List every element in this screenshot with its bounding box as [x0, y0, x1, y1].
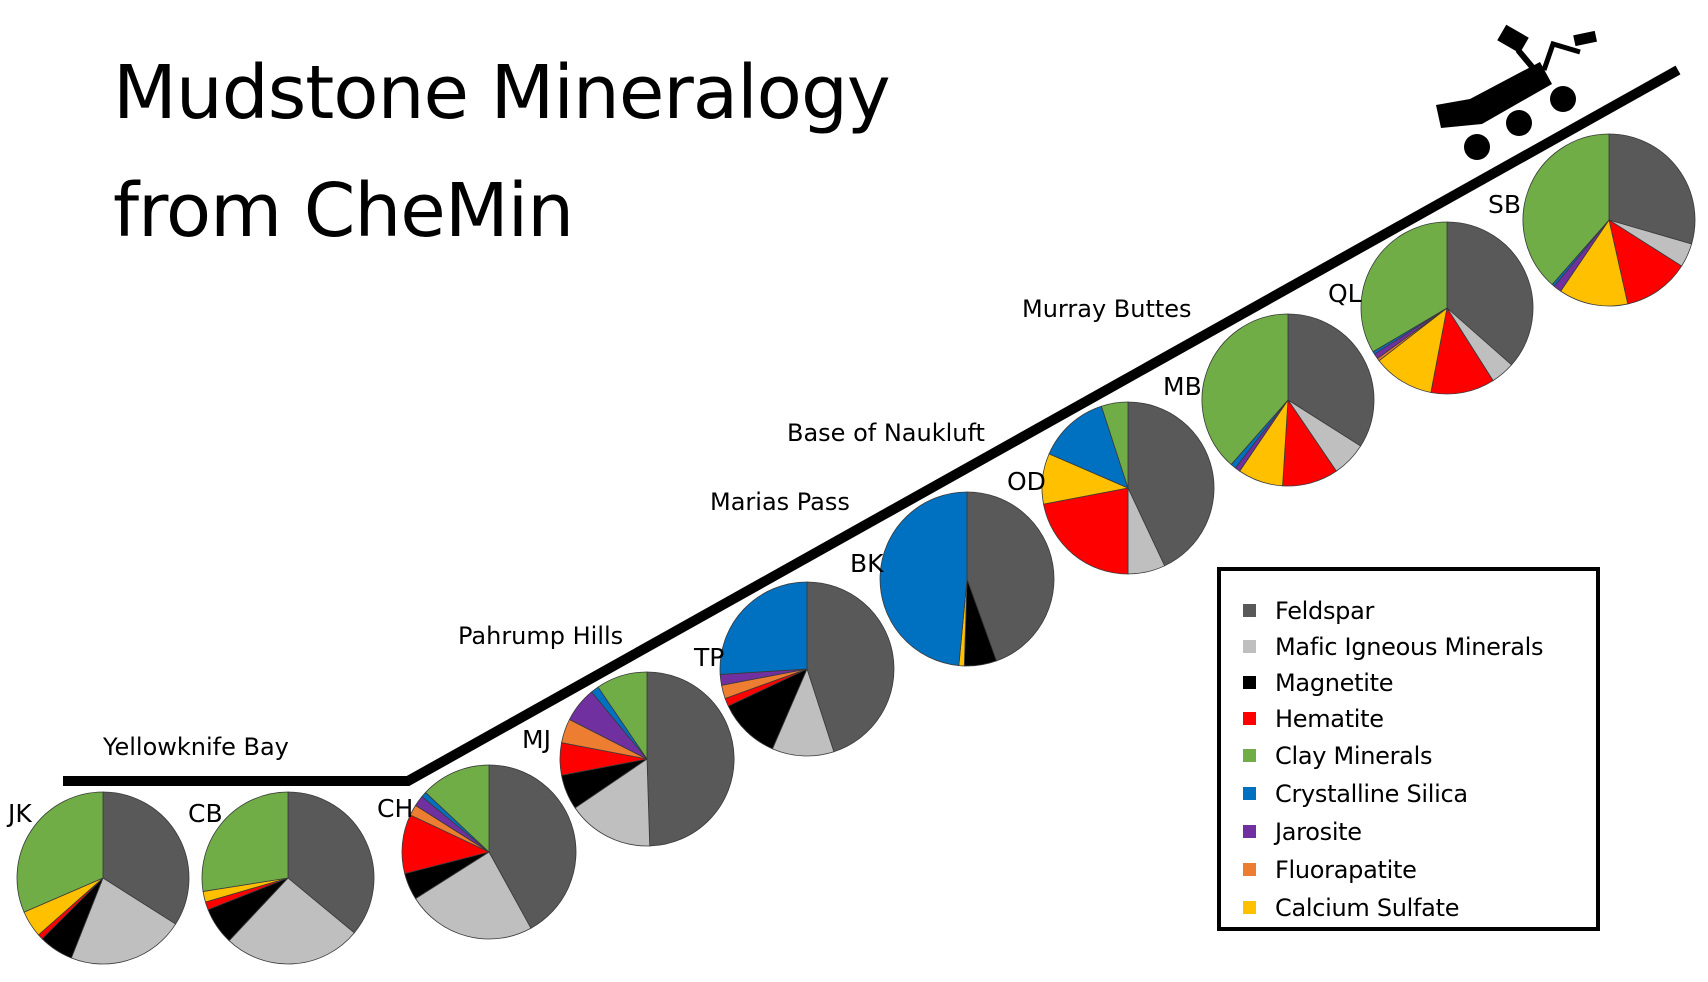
traverse-line [63, 65, 1681, 786]
legend-label: Mafic Igneous Minerals [1275, 633, 1544, 661]
pie-wedge-feldspar [966, 491, 1055, 662]
stratigraphy-labels: JK CB CH MJ TP BK OD MB QL SB Yellowknife Bay Pahru… [6, 190, 1521, 828]
pie-jk [16, 791, 190, 965]
pie-ch [401, 764, 577, 940]
pie-wedge-feldspar [646, 671, 735, 847]
legend-swatch-calcium-sulfate [1243, 901, 1256, 914]
group-label-base-of-naukluft: Base of Naukluft [787, 419, 985, 447]
legend-label: Fluorapatite [1275, 856, 1417, 884]
pie-wedge-mafic-igneous-minerals [70, 877, 177, 965]
pie-wedge-clay-minerals [1201, 313, 1289, 466]
legend-swatch-fluorapatite [1243, 863, 1256, 876]
pie-bk [879, 491, 1055, 667]
legend-swatch-clay [1243, 749, 1256, 762]
pie-wedge-mafic-igneous-minerals [771, 667, 835, 757]
sample-label-sb: SB [1488, 190, 1521, 219]
sample-label-ch: CH [377, 794, 413, 823]
pie-wedge-mafic-igneous-minerals [228, 877, 355, 965]
sample-label-jk: JK [6, 799, 32, 828]
legend-label: Clay Minerals [1275, 742, 1433, 770]
legend-swatch-jarosite [1243, 825, 1256, 838]
pie-wedge-hematite [1430, 306, 1494, 395]
pie-wedge-feldspar [806, 581, 895, 753]
legend-label: Crystalline Silica [1275, 780, 1468, 808]
pie-wedge-hematite [1043, 487, 1129, 575]
sample-label-ql: QL [1328, 279, 1362, 308]
pie-wedge-clay-minerals [1100, 401, 1129, 489]
group-label-marias-pass: Marias Pass [710, 488, 850, 516]
sample-label-cb: CB [188, 799, 223, 828]
figure-title-line-2: from CheMin [113, 168, 574, 254]
pie-wedge-calcium-sulfate [1378, 307, 1448, 393]
pie-sb [1522, 133, 1696, 307]
sample-label-tp: TP [693, 643, 724, 672]
group-label-murray-buttes: Murray Buttes [1022, 295, 1192, 323]
pie-ql [1360, 221, 1534, 395]
legend-label: Feldspar [1275, 597, 1375, 625]
pie-cb [201, 791, 375, 965]
legend-swatch-mafic [1243, 640, 1256, 653]
legend-label: Magnetite [1275, 669, 1394, 697]
legend-label: Jarosite [1275, 818, 1362, 846]
sample-label-bk: BK [850, 549, 884, 578]
sample-label-mb: MB [1163, 372, 1202, 401]
pie-tp [719, 581, 895, 757]
group-label-yellowknife-bay: Yellowknife Bay [102, 733, 289, 761]
legend-swatch-feldspar [1243, 604, 1256, 617]
pie-wedge-feldspar [488, 764, 577, 929]
pie-mj [559, 671, 735, 847]
pie-wedge-crystalline-silica [879, 491, 968, 667]
pie-wedge-feldspar [1127, 401, 1215, 567]
pie-charts [16, 133, 1696, 965]
pie-wedge-mafic-igneous-minerals [414, 851, 532, 940]
sample-label-od: OD [1007, 467, 1046, 496]
legend-label: Calcium Sulfate [1275, 894, 1460, 922]
sample-label-mj: MJ [522, 725, 551, 754]
figure-title-line-1: Mudstone Mineralogy [113, 50, 891, 136]
pie-wedge-calcium-sulfate [1560, 219, 1629, 307]
pie-wedge-feldspar [1608, 133, 1696, 245]
pie-wedge-clay-minerals [425, 764, 490, 853]
pie-wedge-mafic-igneous-minerals [574, 758, 651, 847]
legend-swatch-magnetite [1243, 676, 1256, 689]
rover-icon [1436, 24, 1598, 160]
pie-wedge-feldspar [1287, 313, 1375, 447]
group-label-pahrump-hills: Pahrump Hills [458, 622, 623, 650]
pie-wedge-crystalline-silica [1048, 405, 1129, 489]
pie-wedge-crystalline-silica [719, 581, 808, 675]
pie-wedge-feldspar [1446, 221, 1534, 366]
pie-wedge-feldspar [287, 791, 375, 934]
legend-label: Hematite [1275, 705, 1384, 733]
legend: Feldspar Mafic Igneous Minerals Magnetit… [1217, 567, 1600, 931]
pie-wedge-clay-minerals [201, 791, 289, 892]
pie-wedge-magnetite [727, 668, 808, 750]
legend-swatch-hematite [1243, 712, 1256, 725]
pie-wedge-clay-minerals [1360, 221, 1448, 353]
pie-wedge-clay-minerals [597, 671, 648, 761]
pie-wedge-clay-minerals [16, 791, 104, 913]
pie-wedge-clay-minerals [1522, 133, 1610, 286]
pie-od [1041, 401, 1215, 575]
legend-swatch-silica [1243, 787, 1256, 800]
pie-wedge-feldspar [102, 791, 190, 925]
pie-mb [1201, 313, 1375, 487]
pie-wedge-hematite [1608, 219, 1683, 305]
